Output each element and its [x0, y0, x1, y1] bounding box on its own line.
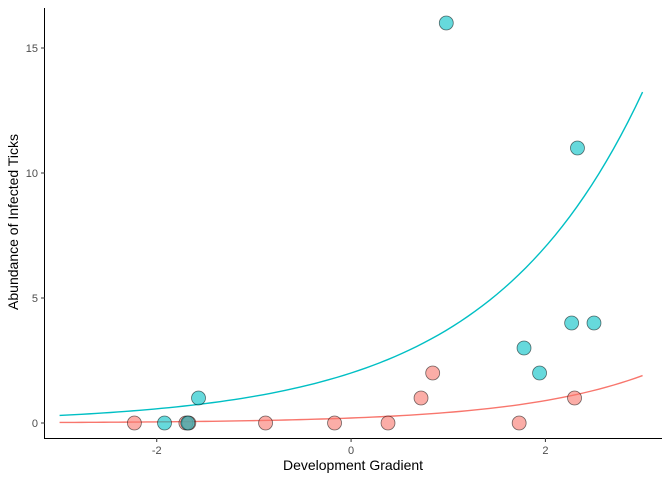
y-axis-title: Abundance of Infected Ticks	[5, 134, 21, 310]
data-point-1	[157, 415, 172, 431]
y-tick-label: 5	[32, 293, 38, 305]
fit-lines	[59, 91, 644, 424]
x-axis-ticks: -2 0 2	[152, 438, 548, 457]
data-point-1	[438, 15, 454, 31]
data-point-1	[570, 140, 585, 156]
data-point-1	[180, 415, 196, 431]
x-tick-label: 2	[542, 445, 548, 457]
data-point-0	[258, 415, 273, 431]
data-point-1	[586, 315, 602, 331]
y-tick-label: 15	[26, 43, 38, 55]
data-point-0	[413, 390, 429, 406]
data-point-0	[567, 390, 582, 406]
data-point-1	[532, 365, 547, 381]
fit-line-1	[59, 91, 644, 417]
fit-line-0	[59, 374, 643, 424]
data-point-1	[516, 340, 532, 356]
data-point-1	[564, 315, 580, 331]
data-point-0	[511, 415, 527, 431]
data-point-0	[380, 415, 396, 431]
y-axis-ticks: 0 5 10 15	[26, 43, 45, 430]
data-point-0	[327, 415, 342, 431]
data-point-1	[191, 390, 206, 406]
y-tick-label: 10	[26, 168, 38, 180]
y-tick-label: 0	[32, 418, 38, 430]
x-tick-label: -2	[152, 445, 162, 457]
data-point-0	[425, 365, 441, 381]
data-point-0	[126, 415, 142, 431]
x-axis-title: Development Gradient	[283, 457, 423, 473]
x-tick-label: 0	[348, 445, 354, 457]
data-points	[126, 15, 602, 431]
